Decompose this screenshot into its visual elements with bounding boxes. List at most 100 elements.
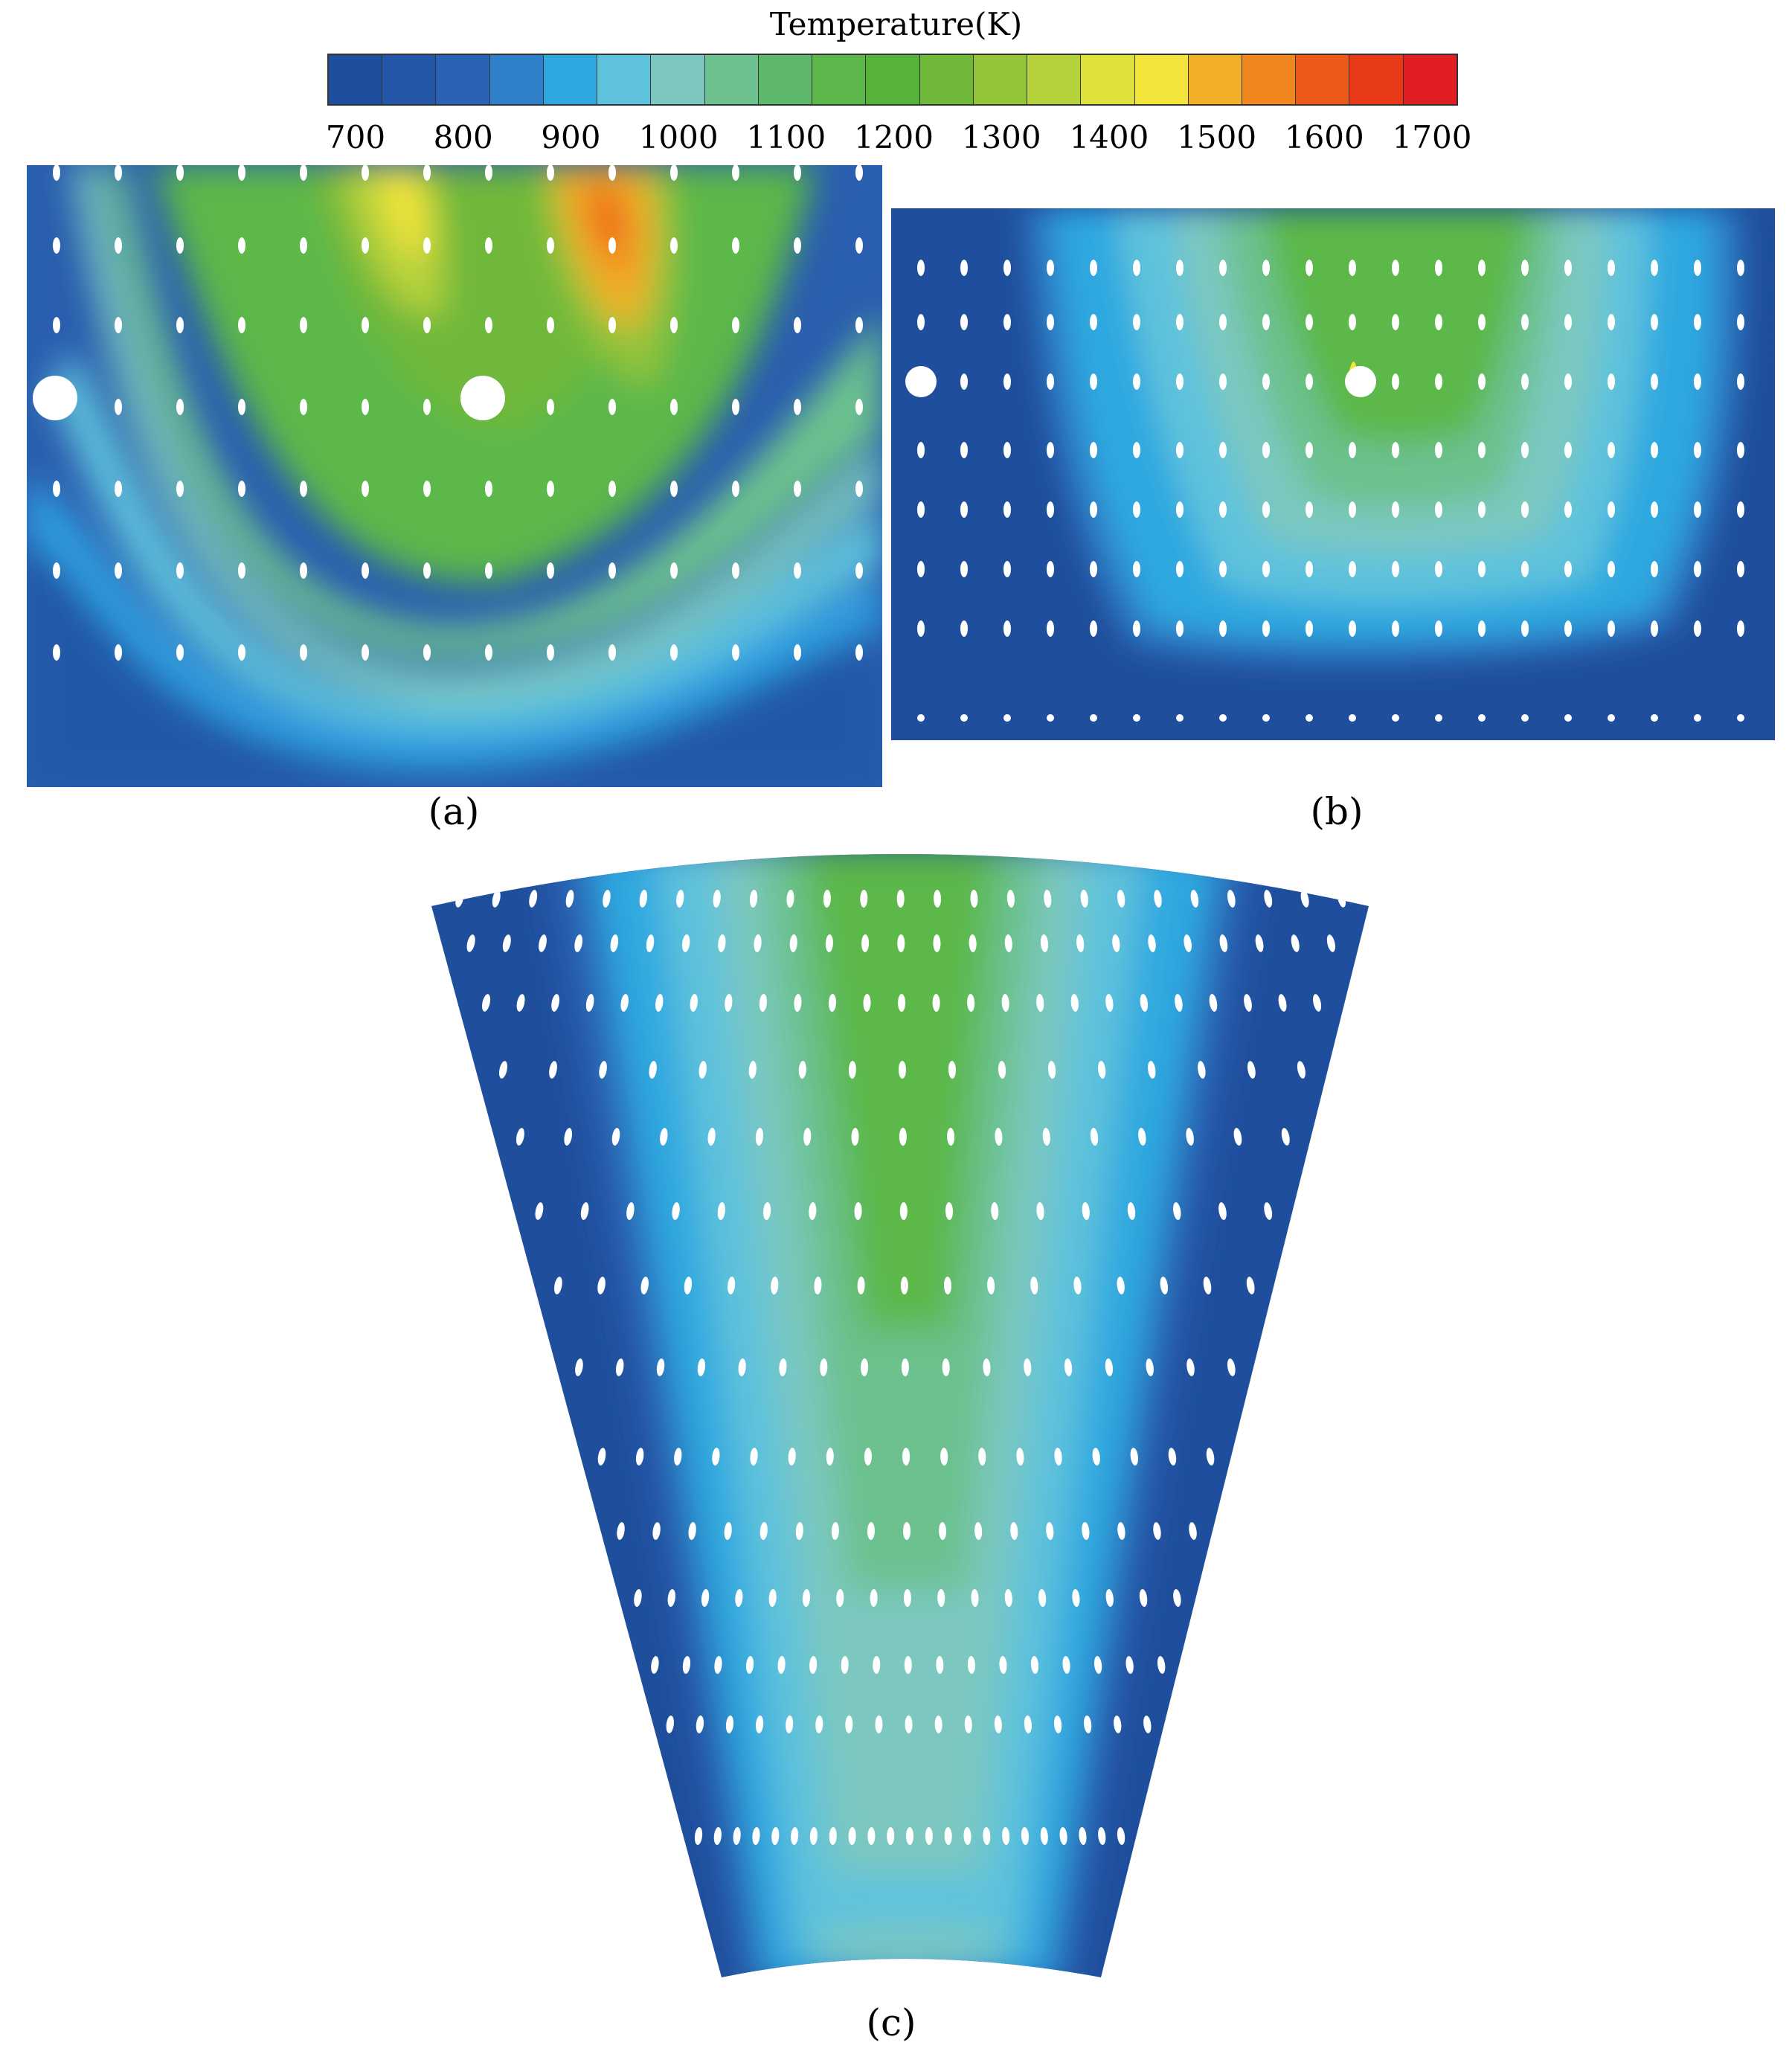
cooling-hole [809,1202,817,1220]
cooling-hole [870,1589,878,1607]
cooling-hole [1306,620,1313,637]
cooling-hole [1608,442,1615,458]
cooling-hole [725,1716,734,1733]
colorbar-title: Temperature(K) [769,6,1023,42]
colorbar-tick-label: 1000 [638,119,719,155]
cooling-hole [1219,442,1227,458]
cooling-hole [809,1656,818,1674]
cooling-hole [948,1061,957,1079]
cooling-hole [1047,501,1054,518]
cooling-hole [482,994,491,1012]
colorbar-tick-label: 1400 [1069,119,1149,155]
cooling-hole [660,1128,668,1146]
cooling-hole [1262,260,1270,276]
cooling-hole [802,1589,811,1607]
cooling-hole [1176,373,1184,390]
cooling-hole [855,165,863,181]
cooling-hole [937,1589,945,1607]
cooling-hole [1002,1827,1010,1845]
colorbar-segment [1296,55,1350,104]
cooling-hole [1651,561,1658,577]
cooling-hole [1306,501,1313,518]
cooling-hole [917,260,925,276]
cooling-hole [1186,1358,1195,1376]
cooling-hole [1737,501,1744,518]
cooling-hole [690,994,698,1012]
cooling-hole [960,442,968,458]
cooling-hole [1306,260,1313,276]
cooling-hole [1090,1128,1099,1146]
cooling-hole [898,994,906,1012]
cooling-hole [1186,1128,1194,1146]
cooling-hole [597,1448,606,1466]
cooling-hole [362,399,369,415]
cooling-hole [1608,561,1615,577]
cooling-hole [794,644,801,661]
cooling-hole [1435,714,1442,722]
cooling-hole [735,1589,743,1607]
cooling-hole [1090,714,1097,722]
cooling-hole [485,317,492,333]
panel-c-contour [431,847,1369,1985]
cooling-hole [423,562,431,579]
cooling-hole [1694,501,1701,518]
cooling-hole [971,1589,979,1607]
cooling-hole [516,1128,524,1146]
cooling-hole [815,1716,823,1733]
cooling-hole [828,994,836,1012]
cooling-hole [574,934,582,952]
cooling-hole [634,1589,642,1607]
cooling-hole [1281,1128,1290,1146]
colorbar-segment [1134,55,1189,104]
colorbar-tick-label: 1100 [746,119,826,155]
cooling-hole [1040,934,1049,952]
cooling-hole [814,1277,822,1294]
cooling-hole [1070,994,1079,1012]
cooling-hole [1154,890,1162,908]
cooling-hole [1175,994,1183,1012]
cooling-hole [1306,561,1313,577]
cooling-hole [1139,1589,1148,1607]
cooling-hole [1004,934,1012,952]
cooling-hole [608,165,616,181]
colorbar-tick-label: 1200 [854,119,934,155]
cooling-hole [1133,373,1140,390]
cooling-hole [1003,561,1011,577]
cooling-hole [1001,994,1009,1012]
cooling-hole [1349,501,1356,518]
cooling-hole [1092,1448,1100,1466]
cooling-hole [615,1358,624,1376]
cooling-hole [362,562,369,579]
cooling-hole [547,562,554,579]
cooling-hole [1176,501,1184,518]
cooling-hole [967,1656,975,1674]
cooling-hole [763,1202,771,1220]
cooling-hole [1349,260,1356,276]
cooling-hole [903,1589,911,1607]
cooling-hole [917,442,925,458]
cooling-hole [1062,1656,1070,1674]
cooling-hole [713,1827,722,1845]
cooling-hole [848,1827,856,1845]
cooling-hole [841,1656,849,1674]
cooling-hole [794,317,801,333]
cooling-hole [1059,1827,1067,1845]
cooling-hole [917,561,925,577]
cooling-hole [1737,373,1744,390]
cooling-hole [1262,714,1270,722]
cooling-hole [1219,314,1227,330]
cooling-hole [1694,561,1701,577]
cooling-hole [1133,442,1140,458]
cooling-hole [1521,442,1529,458]
cooling-hole [899,1202,908,1220]
cooling-hole [1608,260,1615,276]
cooling-hole [53,644,60,661]
cooling-hole [666,1716,674,1733]
cooling-hole [999,1656,1007,1674]
cooling-hole [1651,620,1658,637]
cooling-hole [1004,1589,1012,1607]
cooling-hole [1038,1589,1047,1607]
cooling-hole [836,1589,844,1607]
cooling-hole [864,1448,872,1466]
cooling-hole [670,644,678,661]
